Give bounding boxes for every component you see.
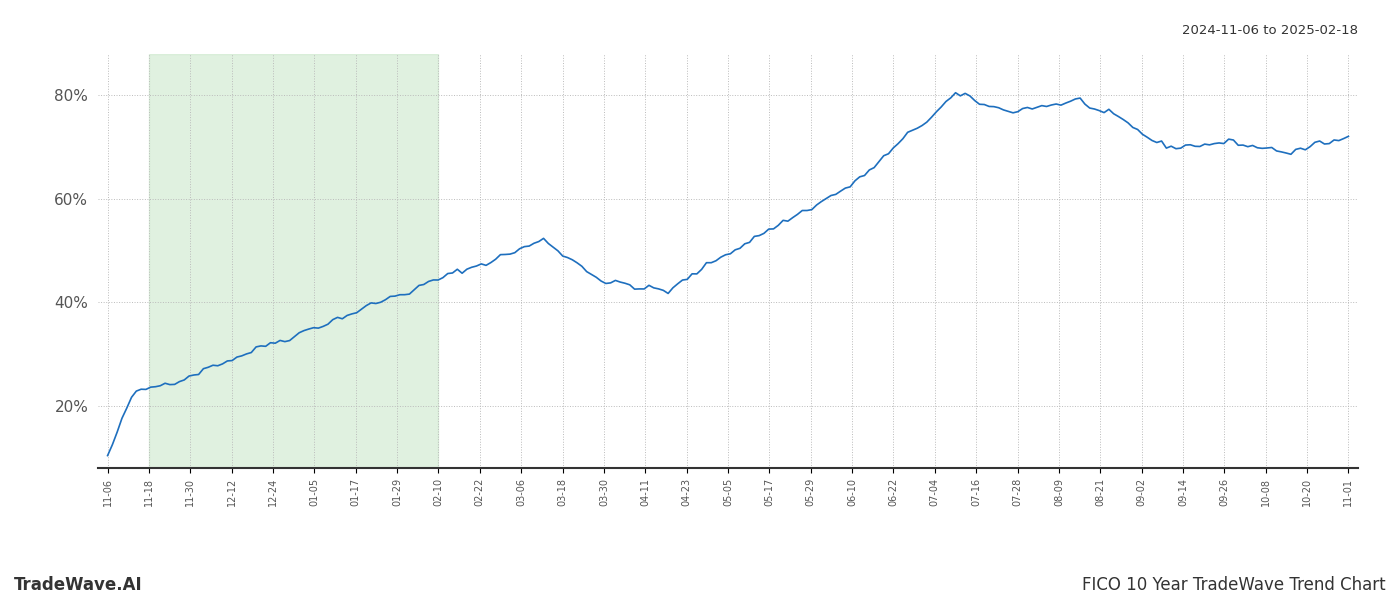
Text: FICO 10 Year TradeWave Trend Chart: FICO 10 Year TradeWave Trend Chart bbox=[1082, 576, 1386, 594]
Text: TradeWave.AI: TradeWave.AI bbox=[14, 576, 143, 594]
Bar bbox=[148, 54, 438, 468]
Text: 2024-11-06 to 2025-02-18: 2024-11-06 to 2025-02-18 bbox=[1182, 24, 1358, 37]
